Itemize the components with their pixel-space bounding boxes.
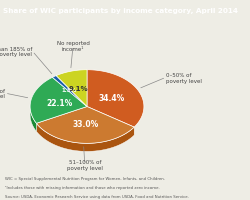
Polygon shape xyxy=(36,107,134,144)
Text: Source: USDA, Economic Research Service using data from USDA, Food and Nutrition: Source: USDA, Economic Research Service … xyxy=(5,194,188,198)
Polygon shape xyxy=(56,70,87,107)
Polygon shape xyxy=(30,78,52,132)
Polygon shape xyxy=(30,78,87,124)
Polygon shape xyxy=(36,124,134,152)
Text: 9.1%: 9.1% xyxy=(68,86,88,92)
Text: More than 185% of
poverty level: More than 185% of poverty level xyxy=(0,46,32,57)
Text: 0–50% of
poverty level: 0–50% of poverty level xyxy=(166,72,201,83)
Text: 51–100% of
poverty level: 51–100% of poverty level xyxy=(66,159,102,170)
Text: Share of WIC participants by income category, April 2014: Share of WIC participants by income cate… xyxy=(3,8,237,13)
Text: 101–185% of
poverty level: 101–185% of poverty level xyxy=(0,88,5,99)
Text: ¹Includes those with missing information and those who reported zero income.: ¹Includes those with missing information… xyxy=(5,185,159,189)
Text: WIC = Special Supplemental Nutrition Program for Women, Infants, and Children.: WIC = Special Supplemental Nutrition Pro… xyxy=(5,176,164,180)
Polygon shape xyxy=(52,76,87,107)
Text: 33.0%: 33.0% xyxy=(72,119,98,128)
Text: No reported
income¹: No reported income¹ xyxy=(56,41,89,52)
Text: 34.4%: 34.4% xyxy=(98,94,125,103)
Text: 22.1%: 22.1% xyxy=(46,99,72,108)
Text: 1.3%: 1.3% xyxy=(61,88,76,93)
Polygon shape xyxy=(87,70,143,127)
